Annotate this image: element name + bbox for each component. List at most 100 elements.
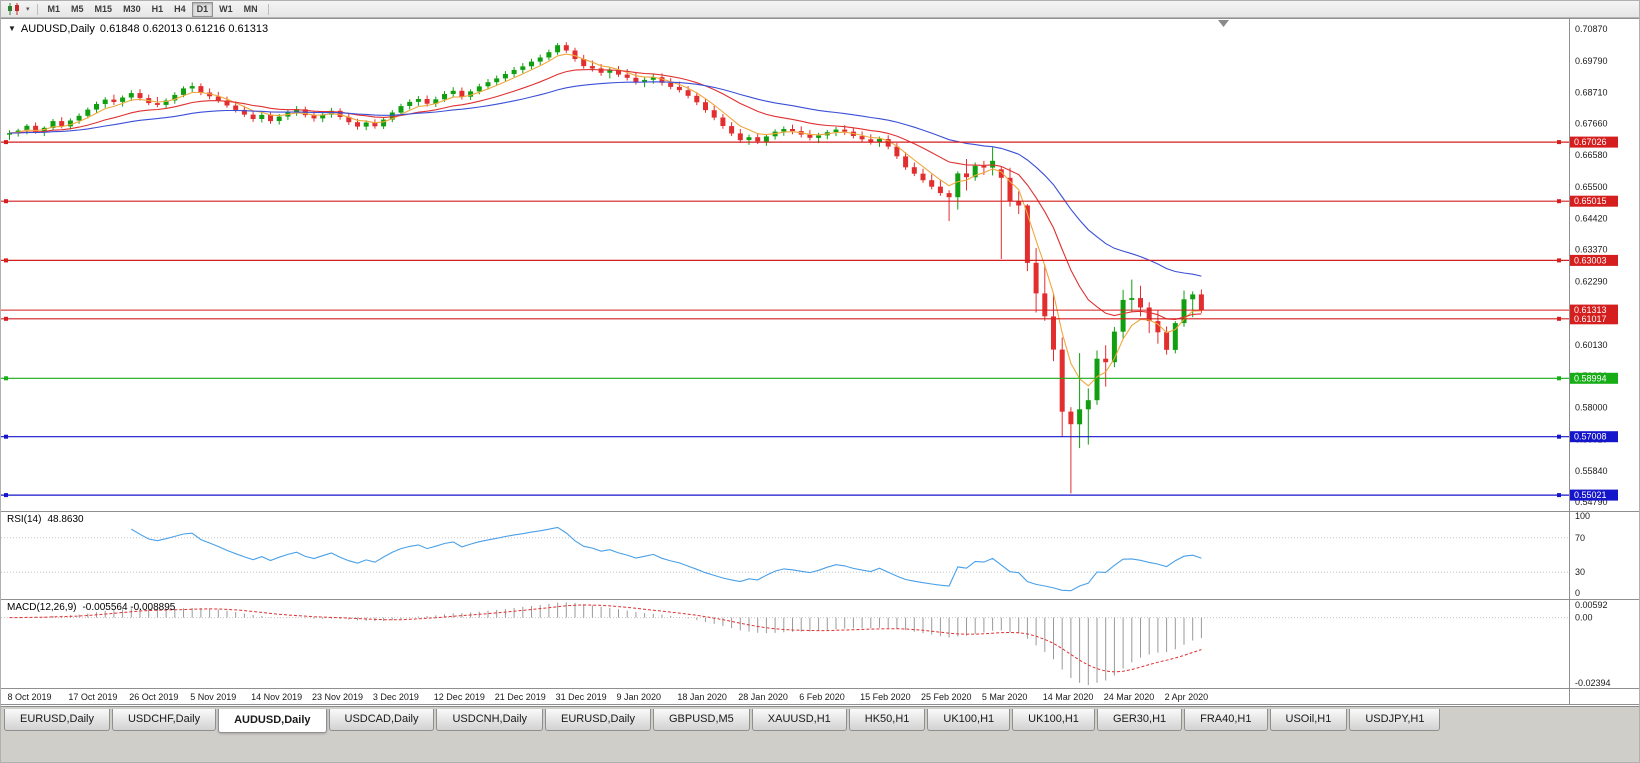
tab-11-ger30-h1[interactable]: GER30,H1: [1096, 709, 1183, 731]
tab-13-usoil-h1[interactable]: USOil,H1: [1269, 709, 1348, 731]
timeframe-button-m1[interactable]: M1: [47, 3, 61, 14]
top-toolbar: ▾ M1 M5 M15 M30 H1 H4 D1 W1 MN: [1, 1, 1639, 18]
svg-text:0.00592: 0.00592: [1575, 600, 1608, 610]
svg-text:31 Dec 2019: 31 Dec 2019: [556, 692, 607, 702]
svg-text:0.58000: 0.58000: [1575, 403, 1608, 413]
tab-1-usdchf-daily[interactable]: USDCHF,Daily: [111, 709, 217, 731]
rsi-value: 48.8630: [47, 514, 84, 525]
svg-text:26 Oct 2019: 26 Oct 2019: [129, 692, 178, 702]
timeframe-button-m5[interactable]: M5: [71, 3, 84, 14]
svg-text:25 Feb 2020: 25 Feb 2020: [921, 692, 972, 702]
price-axis[interactable]: 0.70870 0.69790 0.68710 0.67660 0.66580 0.655…: [1570, 24, 1618, 507]
timeframe-button-m30[interactable]: M30: [123, 3, 141, 14]
svg-text:6 Feb 2020: 6 Feb 2020: [799, 692, 845, 702]
svg-text:0.61313: 0.61313: [1574, 305, 1607, 315]
svg-text:5 Mar 2020: 5 Mar 2020: [982, 692, 1028, 702]
candlesticks: [7, 42, 1204, 494]
tab-4-usdcnh-daily[interactable]: USDCNH,Daily: [436, 709, 544, 731]
timeframe-button-h4[interactable]: H4: [174, 3, 186, 14]
rsi-panel: 100 70 30 0: [1, 511, 1590, 598]
chart-type-icon[interactable]: [5, 3, 23, 15]
panel-separator-rsi[interactable]: [1, 509, 1639, 513]
tab-14-usdjpy-h1[interactable]: USDJPY,H1: [1349, 709, 1441, 731]
timeframe-button-group: M1 M5 M15 M30 H1 H4 D1 W1 MN: [43, 1, 263, 17]
timeframe-button-mn[interactable]: MN: [243, 3, 258, 14]
svg-text:0.65500: 0.65500: [1575, 182, 1608, 192]
tab-10-uk100-h1[interactable]: UK100,H1: [1012, 709, 1095, 731]
svg-text:28 Jan 2020: 28 Jan 2020: [738, 692, 788, 702]
svg-text:0.63370: 0.63370: [1575, 245, 1608, 255]
chart-title: ▼ AUDUSD,Daily 0.61848 0.62013 0.61216 0…: [8, 23, 268, 35]
svg-text:-0.02394: -0.02394: [1575, 678, 1611, 688]
rsi-line: [131, 526, 1202, 592]
ohlc-values: 0.61848 0.62013 0.61216 0.61313: [99, 23, 269, 35]
ma-slow-blue: [9, 81, 1202, 277]
svg-text:23 Nov 2019: 23 Nov 2019: [312, 692, 363, 702]
svg-text:0.60130: 0.60130: [1575, 340, 1608, 350]
svg-text:0.57008: 0.57008: [1574, 432, 1607, 442]
tab-0-eurusd-daily[interactable]: EURUSD,Daily: [4, 709, 110, 731]
toolbar-separator: [36, 3, 38, 15]
toolbar-separator: [267, 3, 269, 15]
svg-text:0.58994: 0.58994: [1574, 373, 1607, 383]
svg-text:0.67660: 0.67660: [1575, 118, 1608, 128]
tab-6-gbpusd-m5[interactable]: GBPUSD,M5: [653, 709, 750, 731]
svg-text:15 Feb 2020: 15 Feb 2020: [860, 692, 911, 702]
svg-text:0.61017: 0.61017: [1574, 314, 1607, 324]
timeframe-button-d1[interactable]: D1: [191, 1, 214, 17]
time-axis[interactable]: 8 Oct 2019 17 Oct 2019 26 Oct 2019 5 Nov 20…: [8, 692, 1209, 702]
svg-text:0.55840: 0.55840: [1575, 466, 1608, 476]
svg-text:3 Dec 2019: 3 Dec 2019: [373, 692, 419, 702]
tab-7-xauusd-h1[interactable]: XAUUSD,H1: [751, 709, 847, 731]
chart-tab-bar: EURUSD,Daily USDCHF,Daily AUDUSD,Daily USDC…: [1, 706, 1639, 762]
svg-text:0.66580: 0.66580: [1575, 150, 1608, 160]
svg-text:0.70870: 0.70870: [1575, 24, 1608, 34]
svg-text:0.68710: 0.68710: [1575, 88, 1608, 98]
svg-text:14 Nov 2019: 14 Nov 2019: [251, 692, 302, 702]
svg-text:14 Mar 2020: 14 Mar 2020: [1043, 692, 1094, 702]
macd-indicator-label: MACD(12,26,9) -0.005564 -0.008895: [7, 602, 175, 613]
svg-text:18 Jan 2020: 18 Jan 2020: [677, 692, 727, 702]
svg-text:0.63003: 0.63003: [1574, 255, 1607, 265]
macd-panel: 0.00592 0.00 -0.02394: [1, 600, 1611, 688]
chart-shift-marker-icon: [1218, 20, 1229, 27]
timeframe-button-h1[interactable]: H1: [151, 3, 164, 14]
tab-3-usdcad-daily[interactable]: USDCAD,Daily: [328, 709, 435, 731]
timeframe-button-m15[interactable]: M15: [94, 3, 113, 14]
timeframe-button-w1[interactable]: W1: [219, 3, 233, 14]
svg-text:5 Nov 2019: 5 Nov 2019: [190, 692, 236, 702]
svg-text:0: 0: [1575, 588, 1580, 598]
ma-mid-red: [9, 68, 1202, 320]
svg-text:0.00: 0.00: [1575, 613, 1593, 623]
macd-signal-line: [9, 604, 1202, 673]
rsi-name: RSI(14): [7, 514, 42, 525]
tab-2-audusd-daily[interactable]: AUDUSD,Daily: [218, 709, 327, 733]
tab-8-hk50-h1[interactable]: HK50,H1: [848, 709, 926, 731]
svg-text:0.67026: 0.67026: [1574, 137, 1607, 147]
svg-text:8 Oct 2019: 8 Oct 2019: [8, 692, 52, 702]
tab-12-fra40-h1[interactable]: FRA40,H1: [1184, 709, 1268, 731]
svg-text:0.69790: 0.69790: [1575, 56, 1608, 66]
moving-average-lines: [9, 53, 1202, 387]
macd-name: MACD(12,26,9): [7, 602, 77, 613]
svg-text:0.55021: 0.55021: [1574, 490, 1607, 500]
rsi-indicator-label: RSI(14) 48.8630: [7, 514, 84, 525]
macd-value: -0.005564 -0.008895: [82, 602, 176, 613]
svg-text:21 Dec 2019: 21 Dec 2019: [495, 692, 546, 702]
horizontal-lines[interactable]: [1, 140, 1569, 498]
svg-text:70: 70: [1575, 533, 1585, 543]
one-click-trading-toggle-icon[interactable]: ▼: [8, 24, 16, 33]
chart-canvas[interactable]: 0.70870 0.69790 0.68710 0.67660 0.66580 0.655…: [1, 1, 1640, 705]
svg-text:0.54790: 0.54790: [1575, 497, 1608, 507]
tab-9-uk100-h1[interactable]: UK100,H1: [927, 709, 1011, 731]
svg-text:24 Mar 2020: 24 Mar 2020: [1104, 692, 1155, 702]
tab-5-eurusd-daily[interactable]: EURUSD,Daily: [545, 709, 651, 731]
svg-text:2 Apr 2020: 2 Apr 2020: [1165, 692, 1209, 702]
chart-type-dropdown-icon[interactable]: ▾: [26, 6, 30, 13]
panel-separator-time-axis[interactable]: [1, 686, 1639, 690]
panel-separator-macd[interactable]: [1, 597, 1639, 601]
svg-text:0.62290: 0.62290: [1575, 276, 1608, 286]
symbol-timeframe-label: AUDUSD,Daily: [20, 23, 95, 35]
svg-text:30: 30: [1575, 567, 1585, 577]
